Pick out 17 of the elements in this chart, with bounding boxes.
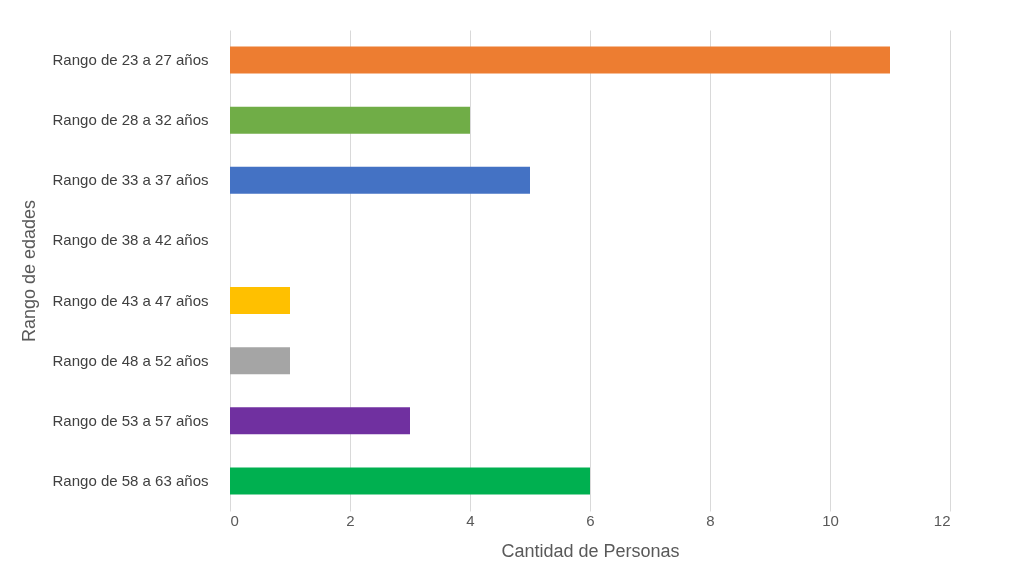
y-axis-title: Rango de edades [18,199,39,343]
y-tick-label: Rango de 33 a 37 años [52,171,209,189]
x-tick-label: 4 [466,511,475,529]
x-axis-title: Cantidad de Personas [501,540,680,561]
y-tick-label: Rango de 58 a 63 años [52,471,209,489]
y-tick-label: Rango de 28 a 32 años [52,111,209,129]
y-tick-label: Rango de 53 a 57 años [52,411,209,429]
x-tick-label: 2 [346,511,355,529]
x-tick-label: 6 [586,511,595,529]
x-tick-label: 12 [933,511,951,529]
x-tick-label: 0 [230,511,239,529]
x-tick-label: 8 [706,511,715,529]
x-tick-label: 10 [822,511,839,529]
y-tick-label: Rango de 48 a 52 años [52,351,209,369]
y-tick-label: Rango de 43 a 47 años [52,291,209,309]
y-tick-label: Rango de 23 a 27 años [52,51,209,69]
y-tick-label: Rango de 38 a 42 años [52,231,209,249]
